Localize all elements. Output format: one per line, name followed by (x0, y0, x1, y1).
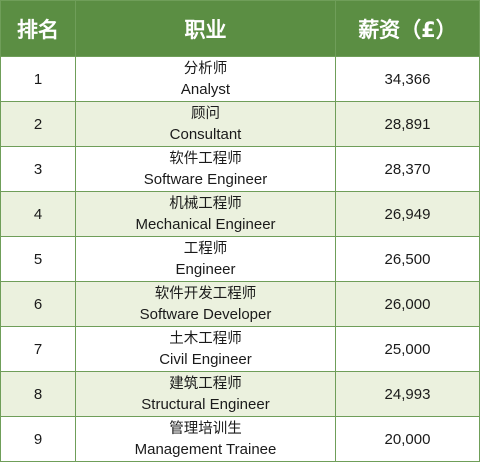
job-cell: 软件开发工程师 Software Developer (75, 281, 336, 327)
job-name-en: Analyst (180, 80, 231, 98)
salary-cell: 26,500 (335, 236, 480, 282)
header-salary: 薪资（£） (335, 0, 480, 57)
job-name-cn: 工程师 (183, 240, 228, 257)
salary-cell: 24,993 (335, 371, 480, 417)
header-job: 职业 (75, 0, 336, 57)
table-row: 1 分析师 Analyst 34,366 (0, 56, 480, 102)
job-name-en: Structural Engineer (141, 395, 270, 413)
table-row: 3 软件工程师 Software Engineer 28,370 (0, 146, 480, 192)
salary-cell: 26,000 (335, 281, 480, 327)
rank-cell: 3 (0, 146, 76, 192)
table-row: 4 机械工程师 Mechanical Engineer 26,949 (0, 191, 480, 237)
salary-cell: 25,000 (335, 326, 480, 372)
table-row: 9 管理培训生 Management Trainee 20,000 (0, 416, 480, 462)
job-name-en: Mechanical Engineer (135, 215, 276, 233)
job-name-en: Civil Engineer (159, 350, 252, 368)
salary-cell: 28,370 (335, 146, 480, 192)
header-rank: 排名 (0, 0, 76, 57)
table-row: 8 建筑工程师 Structural Engineer 24,993 (0, 371, 480, 417)
job-cell: 顾问 Consultant (75, 101, 336, 147)
job-name-en: Software Engineer (143, 170, 268, 188)
job-name-cn: 建筑工程师 (169, 375, 242, 392)
table-row: 6 软件开发工程师 Software Developer 26,000 (0, 281, 480, 327)
job-cell: 软件工程师 Software Engineer (75, 146, 336, 192)
job-name-en: Engineer (175, 260, 236, 278)
salary-cell: 28,891 (335, 101, 480, 147)
job-name-cn: 分析师 (183, 60, 228, 77)
table-row: 5 工程师 Engineer 26,500 (0, 236, 480, 282)
job-cell: 机械工程师 Mechanical Engineer (75, 191, 336, 237)
job-name-cn: 顾问 (191, 105, 220, 122)
table-header-row: 排名 职业 薪资（£） (0, 0, 480, 57)
salary-cell: 20,000 (335, 416, 480, 462)
rank-cell: 6 (0, 281, 76, 327)
rank-cell: 7 (0, 326, 76, 372)
job-name-en: Management Trainee (134, 440, 277, 458)
job-cell: 工程师 Engineer (75, 236, 336, 282)
table-row: 2 顾问 Consultant 28,891 (0, 101, 480, 147)
job-name-cn: 机械工程师 (169, 195, 242, 212)
job-cell: 管理培训生 Management Trainee (75, 416, 336, 462)
job-cell: 建筑工程师 Structural Engineer (75, 371, 336, 417)
job-name-en: Software Developer (139, 305, 272, 323)
salary-cell: 34,366 (335, 56, 480, 102)
salary-cell: 26,949 (335, 191, 480, 237)
job-name-cn: 管理培训生 (169, 420, 242, 437)
rank-cell: 5 (0, 236, 76, 282)
rank-cell: 2 (0, 101, 76, 147)
job-name-cn: 软件开发工程师 (154, 285, 257, 302)
rank-cell: 4 (0, 191, 76, 237)
table-row: 7 土木工程师 Civil Engineer 25,000 (0, 326, 480, 372)
rank-cell: 9 (0, 416, 76, 462)
job-name-cn: 土木工程师 (169, 330, 242, 347)
job-name-en: Consultant (169, 125, 242, 143)
job-cell: 土木工程师 Civil Engineer (75, 326, 336, 372)
rank-cell: 8 (0, 371, 76, 417)
job-cell: 分析师 Analyst (75, 56, 336, 102)
job-name-cn: 软件工程师 (169, 150, 242, 167)
rank-cell: 1 (0, 56, 76, 102)
